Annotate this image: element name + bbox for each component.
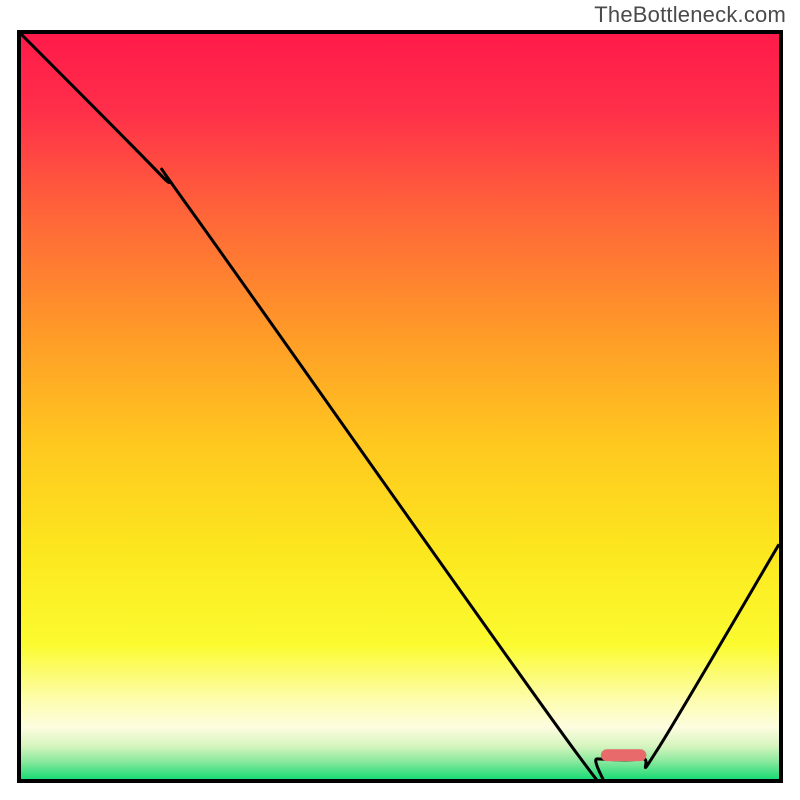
chart-line-layer: [21, 34, 779, 779]
watermark-text: TheBottleneck.com: [594, 2, 786, 28]
chart-plot-area: [17, 30, 783, 783]
bottleneck-curve: [21, 34, 779, 779]
optimal-marker: [601, 749, 646, 761]
